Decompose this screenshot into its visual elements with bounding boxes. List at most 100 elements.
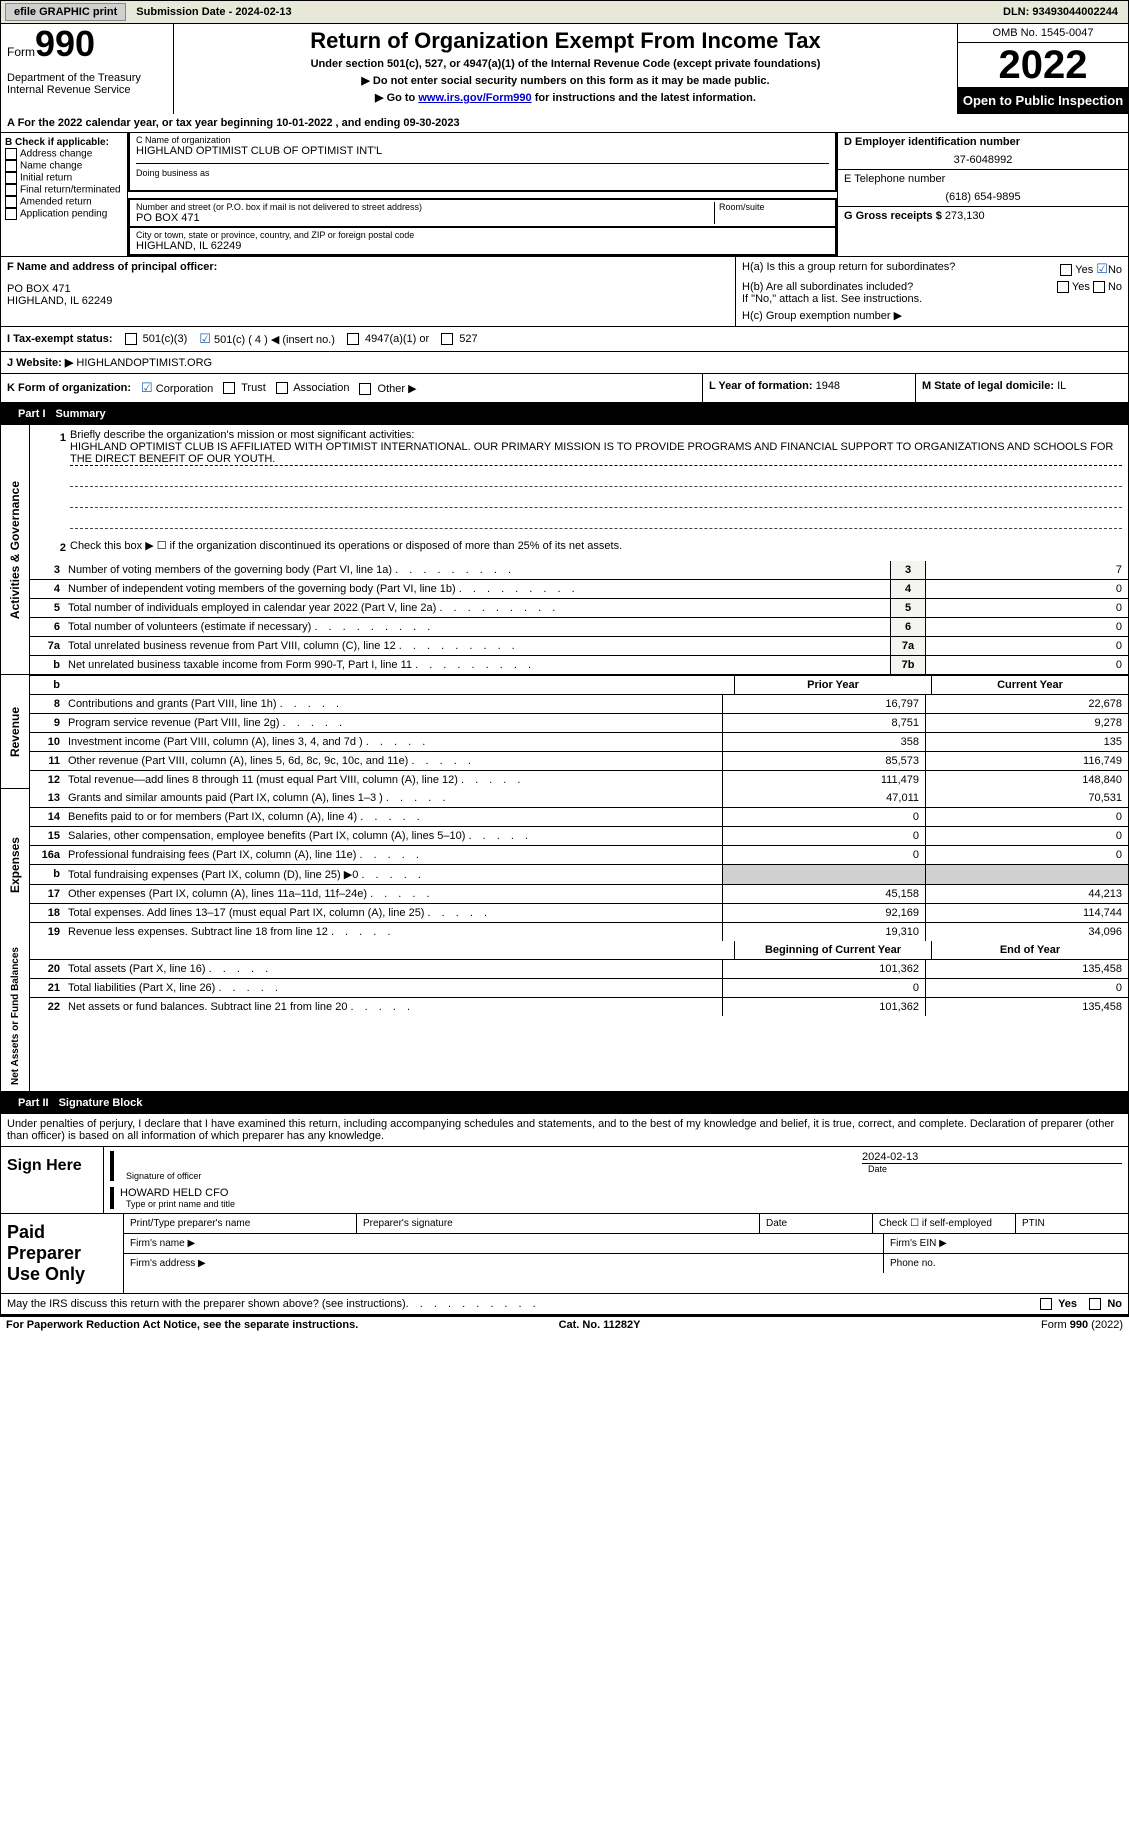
part1-title: Summary <box>56 408 106 420</box>
form-title-block: Return of Organization Exempt From Incom… <box>174 24 957 114</box>
row-text: Net assets or fund balances. Subtract li… <box>64 998 722 1016</box>
checkbox-final-return[interactable] <box>5 184 17 196</box>
section-b: B Check if applicable: Address change Na… <box>1 133 128 256</box>
prep-selfemp-header: Check ☐ if self-employed <box>873 1214 1016 1233</box>
row-b: bTotal fundraising expenses (Part IX, co… <box>30 865 1128 885</box>
type-name-label: Type or print name and title <box>120 1199 850 1209</box>
row-num: 17 <box>30 885 64 903</box>
checkbox-app-pending[interactable] <box>5 208 17 220</box>
row-current: 70,531 <box>925 789 1128 807</box>
row-text: Grants and similar amounts paid (Part IX… <box>64 789 722 807</box>
ck-527[interactable] <box>441 333 453 345</box>
declaration-text: Under penalties of perjury, I declare th… <box>1 1114 1128 1147</box>
dba-label: Doing business as <box>136 168 829 178</box>
ck-4947[interactable] <box>347 333 359 345</box>
row-prior: 45,158 <box>722 885 925 903</box>
part2-title: Signature Block <box>59 1097 143 1109</box>
ha-yes-checkbox[interactable] <box>1060 264 1072 276</box>
netassets-label: Net Assets or Fund Balances <box>7 941 24 1091</box>
row-19: 19Revenue less expenses. Subtract line 1… <box>30 923 1128 941</box>
row-num: 9 <box>30 714 64 732</box>
expenses-label: Expenses <box>5 831 25 899</box>
row-current: 0 <box>925 827 1128 845</box>
part2-num: Part II <box>8 1095 59 1111</box>
goto-prefix: ▶ Go to <box>375 92 418 104</box>
row-17: 17Other expenses (Part IX, column (A), l… <box>30 885 1128 904</box>
line2-text: Check this box ▶ ☐ if the organization d… <box>70 539 1122 557</box>
row-prior: 0 <box>722 808 925 826</box>
row-num: 12 <box>30 771 64 789</box>
ha-yes: Yes <box>1075 264 1093 276</box>
checkbox-name-change[interactable] <box>5 160 17 172</box>
goto-suffix: for instructions and the latest informat… <box>532 92 756 104</box>
gov-row-7b: bNet unrelated business taxable income f… <box>30 656 1128 674</box>
officer-name: HOWARD HELD CFO <box>120 1187 850 1199</box>
row-num: 14 <box>30 808 64 826</box>
sig-date: 2024-02-13 <box>862 1151 1122 1163</box>
paperwork-notice: For Paperwork Reduction Act Notice, see … <box>6 1319 358 1331</box>
gov-row-5: 5Total number of individuals employed in… <box>30 599 1128 618</box>
row-num: 3 <box>30 561 64 579</box>
form-number: 990 <box>35 23 95 64</box>
row-current: 135,458 <box>925 960 1128 978</box>
form-id-block: Form990 Department of the Treasury Inter… <box>1 24 174 114</box>
ck-other[interactable] <box>359 383 371 395</box>
opt-other: Other ▶ <box>378 383 417 395</box>
checkbox-initial-return[interactable] <box>5 172 17 184</box>
row-prior: 16,797 <box>722 695 925 713</box>
ck-501c3[interactable] <box>125 333 137 345</box>
date-label: Date <box>862 1164 1122 1174</box>
irs-link[interactable]: www.irs.gov/Form990 <box>418 92 531 104</box>
row-value: 0 <box>925 580 1128 598</box>
row-box: 6 <box>890 618 925 636</box>
row-text: Total number of volunteers (estimate if … <box>64 618 890 636</box>
boy-header: Beginning of Current Year <box>734 941 931 959</box>
row-value: 0 <box>925 599 1128 617</box>
row-8: 8Contributions and grants (Part VIII, li… <box>30 695 1128 714</box>
hb-yes-checkbox[interactable] <box>1057 281 1069 293</box>
efile-print-button[interactable]: efile GRAPHIC print <box>5 3 126 21</box>
current-year-header: Current Year <box>931 676 1128 694</box>
row-prior: 0 <box>722 846 925 864</box>
opt-amended: Amended return <box>20 197 92 208</box>
may-irs-yes-checkbox[interactable] <box>1040 1298 1052 1310</box>
opt-527: 527 <box>459 333 477 345</box>
opt-501c: 501(c) ( 4 ) ◀ (insert no.) <box>214 334 335 346</box>
row-num: 21 <box>30 979 64 997</box>
row-box: 4 <box>890 580 925 598</box>
website-value: HIGHLANDOPTIMIST.ORG <box>76 357 212 369</box>
ha-label: H(a) Is this a group return for subordin… <box>742 261 1060 277</box>
row-prior: 92,169 <box>722 904 925 922</box>
section-d: D Employer identification number 37-6048… <box>837 133 1128 256</box>
ck-trust[interactable] <box>223 382 235 394</box>
row-num: 19 <box>30 923 64 941</box>
row-value: 0 <box>925 637 1128 655</box>
ck-assoc[interactable] <box>276 382 288 394</box>
row-current: 44,213 <box>925 885 1128 903</box>
part1-num: Part I <box>8 406 56 422</box>
row-21: 21Total liabilities (Part X, line 26) . … <box>30 979 1128 998</box>
opt-corp: Corporation <box>156 383 213 395</box>
row-current: 114,744 <box>925 904 1128 922</box>
firm-addr-label: Firm's address ▶ <box>124 1254 884 1273</box>
hb-no: No <box>1108 281 1122 293</box>
tax-year: 2022 <box>958 43 1128 87</box>
checkbox-amended[interactable] <box>5 196 17 208</box>
line-j-label: J Website: ▶ <box>7 357 73 369</box>
cat-no: Cat. No. 11282Y <box>559 1319 641 1331</box>
section-f: F Name and address of principal officer:… <box>1 257 735 326</box>
may-irs-no-checkbox[interactable] <box>1089 1298 1101 1310</box>
section-f-label: F Name and address of principal officer: <box>7 261 729 273</box>
prep-ptin-header: PTIN <box>1016 1214 1128 1233</box>
checkbox-address-change[interactable] <box>5 148 17 160</box>
opt-initial-return: Initial return <box>20 173 72 184</box>
row-prior: 0 <box>722 979 925 997</box>
row-num: 20 <box>30 960 64 978</box>
row-num: 22 <box>30 998 64 1016</box>
year-formation: 1948 <box>816 380 840 392</box>
hb-no-checkbox[interactable] <box>1093 281 1105 293</box>
form-title: Return of Organization Exempt From Incom… <box>180 28 951 54</box>
row-text: Contributions and grants (Part VIII, lin… <box>64 695 722 713</box>
dots: . . . . . . . . . . <box>406 1298 540 1310</box>
prep-name-header: Print/Type preparer's name <box>124 1214 357 1233</box>
